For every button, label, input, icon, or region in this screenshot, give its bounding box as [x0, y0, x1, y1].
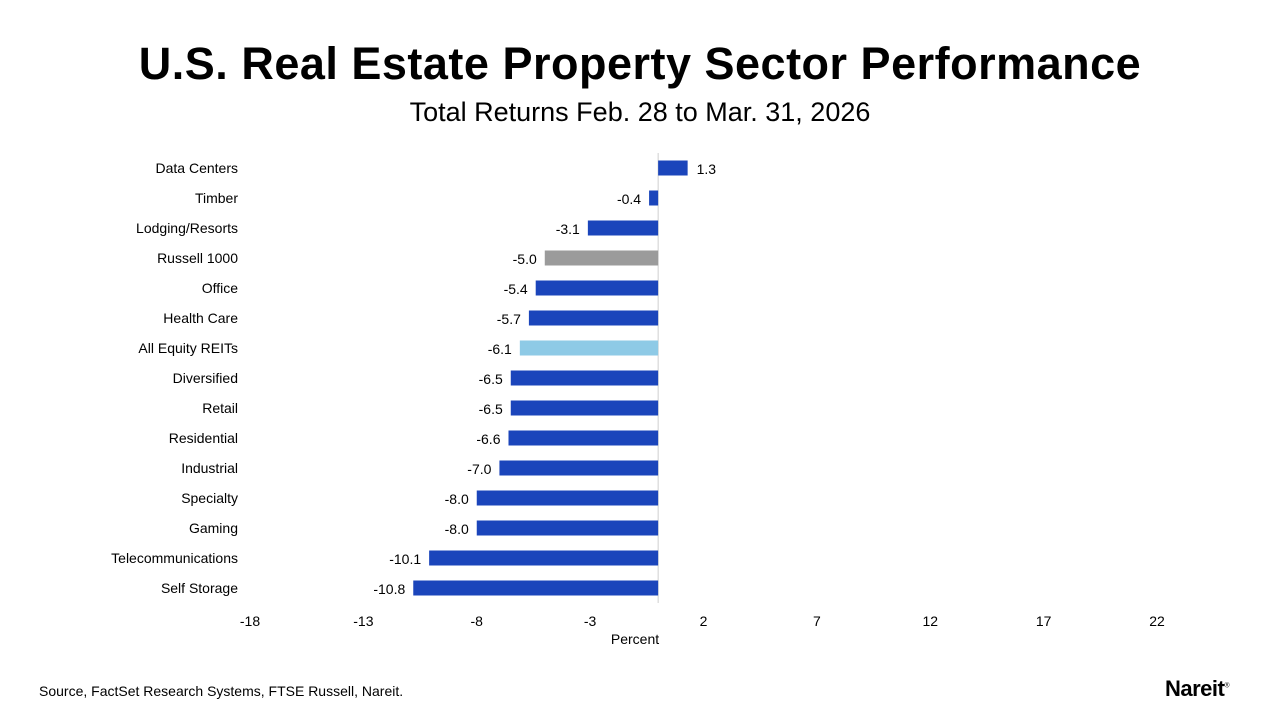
- data-label: -7.0: [467, 461, 491, 477]
- data-label: -0.4: [617, 191, 641, 207]
- category-label: Timber: [195, 190, 238, 206]
- logo-text: Nareit: [1165, 676, 1225, 701]
- category-label: Diversified: [173, 370, 238, 386]
- data-label: -5.4: [504, 281, 528, 297]
- bar: [499, 460, 659, 476]
- category-label: Residential: [169, 430, 238, 446]
- category-label: Retail: [202, 400, 238, 416]
- x-tick-label: 12: [922, 613, 938, 629]
- category-label: Russell 1000: [157, 250, 238, 266]
- category-label: Telecommunications: [111, 550, 238, 566]
- data-label: -8.0: [445, 521, 469, 537]
- category-label: Industrial: [181, 460, 238, 476]
- data-label: -6.5: [479, 371, 503, 387]
- data-label: -6.6: [476, 431, 500, 447]
- data-label: 1.3: [697, 161, 717, 177]
- x-tick-label: -3: [584, 613, 597, 629]
- bar: [429, 550, 659, 566]
- data-label: -8.0: [445, 491, 469, 507]
- data-label: -3.1: [556, 221, 580, 237]
- bar: [528, 310, 659, 326]
- data-label: -10.8: [373, 581, 405, 597]
- x-tick-label: 2: [700, 613, 708, 629]
- x-tick-label: -8: [471, 613, 484, 629]
- category-label: Office: [202, 280, 239, 296]
- bar: [413, 580, 659, 596]
- data-label: -10.1: [389, 551, 421, 567]
- bar: [510, 370, 659, 386]
- bar: [508, 430, 659, 446]
- nareit-logo: Nareit®: [1165, 676, 1229, 702]
- bar: [510, 400, 659, 416]
- category-label: Self Storage: [161, 580, 238, 596]
- data-label: -5.0: [513, 251, 537, 267]
- logo-mark: ®: [1224, 682, 1230, 690]
- source-note: Source, FactSet Research Systems, FTSE R…: [39, 683, 404, 699]
- bar: [649, 190, 659, 206]
- chart-subtitle: Total Returns Feb. 28 to Mar. 31, 2026: [409, 97, 871, 127]
- bar: [544, 250, 659, 266]
- bar: [587, 220, 659, 236]
- data-label: -5.7: [497, 311, 521, 327]
- category-label: Health Care: [163, 310, 238, 326]
- x-tick-label: -18: [240, 613, 260, 629]
- category-label: Gaming: [189, 520, 238, 536]
- bar: [658, 160, 688, 176]
- category-label: Lodging/Resorts: [136, 220, 238, 236]
- bar: [535, 280, 659, 296]
- category-label: All Equity REITs: [138, 340, 238, 356]
- chart-title: U.S. Real Estate Property Sector Perform…: [138, 38, 1142, 89]
- x-tick-label: 17: [1036, 613, 1052, 629]
- data-label: -6.5: [479, 401, 503, 417]
- data-label: -6.1: [488, 341, 512, 357]
- bar: [476, 490, 659, 506]
- bar: [476, 520, 659, 536]
- x-axis-label: Percent: [611, 631, 659, 647]
- category-label: Data Centers: [156, 160, 238, 176]
- x-tick-label: 7: [813, 613, 821, 629]
- x-tick-label: -13: [353, 613, 373, 629]
- bar: [519, 340, 659, 356]
- x-tick-label: 22: [1149, 613, 1165, 629]
- category-label: Specialty: [181, 490, 238, 506]
